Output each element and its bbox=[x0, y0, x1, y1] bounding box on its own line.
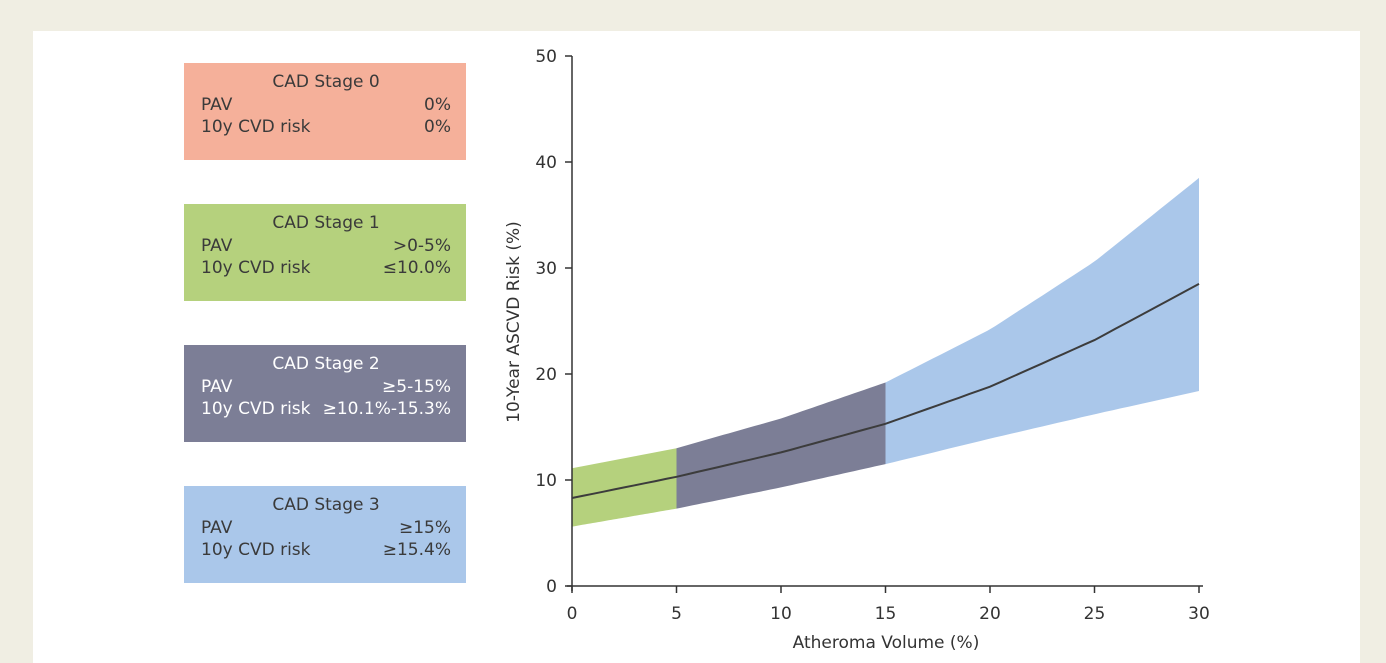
y-tick-label-20: 20 bbox=[535, 365, 557, 385]
stage-1-title: CAD Stage 1 bbox=[272, 213, 380, 233]
stage-1-risk-row: 10y CVD risk ≤10.0% bbox=[201, 257, 451, 279]
stage-0-title: CAD Stage 0 bbox=[272, 72, 380, 92]
stage-0-pav-label: PAV bbox=[201, 95, 233, 115]
stage-2-pav-value: ≥5-15% bbox=[382, 377, 451, 397]
chart-axes: 0 10 20 30 40 50 0 5 10 15 20 25 30 bbox=[535, 47, 1209, 624]
stage-0-risk-row: 10y CVD risk 0% bbox=[201, 116, 451, 138]
confidence-band-1 bbox=[676, 382, 886, 509]
y-tick-label-10: 10 bbox=[535, 471, 557, 491]
stage-2-risk-value: ≥10.1%-15.3% bbox=[322, 399, 451, 419]
stage-0-risk-label: 10y CVD risk bbox=[201, 117, 311, 137]
risk-curve-line bbox=[571, 283, 1200, 499]
x-tick-label-25: 25 bbox=[1084, 604, 1106, 624]
y-axis-label: 10-Year ASCVD Risk (%) bbox=[504, 221, 524, 423]
stage-2-pav-label: PAV bbox=[201, 377, 233, 397]
stage-3-card: CAD Stage 3 PAV ≥15% 10y CVD risk ≥15.4% bbox=[184, 486, 466, 583]
confidence-bands bbox=[572, 177, 1199, 527]
stage-2-pav-row: PAV ≥5-15% bbox=[201, 376, 451, 398]
stage-0-card: CAD Stage 0 PAV 0% 10y CVD risk 0% bbox=[184, 63, 466, 160]
stage-1-pav-row: PAV >0-5% bbox=[201, 235, 451, 257]
y-tick-label-40: 40 bbox=[535, 153, 557, 173]
x-tick-label-10: 10 bbox=[770, 604, 792, 624]
x-tick-label-30: 30 bbox=[1188, 604, 1210, 624]
stage-3-pav-label: PAV bbox=[201, 518, 233, 538]
stage-1-risk-label: 10y CVD risk bbox=[201, 258, 311, 278]
y-tick-label-50: 50 bbox=[535, 47, 557, 67]
stage-1-pav-label: PAV bbox=[201, 236, 233, 256]
stage-0-pav-row: PAV 0% bbox=[201, 94, 451, 116]
confidence-band-2 bbox=[885, 177, 1199, 465]
stage-3-risk-label: 10y CVD risk bbox=[201, 540, 311, 560]
x-tick-label-0: 0 bbox=[567, 604, 578, 624]
stage-0-pav-value: 0% bbox=[424, 95, 451, 115]
stage-3-risk-row: 10y CVD risk ≥15.4% bbox=[201, 539, 451, 561]
y-tick-label-30: 30 bbox=[535, 259, 557, 279]
x-tick-label-5: 5 bbox=[671, 604, 682, 624]
x-tick-label-15: 15 bbox=[875, 604, 897, 624]
stage-2-risk-label: 10y CVD risk bbox=[201, 399, 311, 419]
risk-curve-layer bbox=[571, 283, 1200, 499]
stage-2-title: CAD Stage 2 bbox=[272, 354, 380, 374]
stage-3-pav-value: ≥15% bbox=[398, 518, 451, 538]
stage-1-risk-value: ≤10.0% bbox=[382, 258, 451, 278]
stage-1-card: CAD Stage 1 PAV >0-5% 10y CVD risk ≤10.0… bbox=[184, 204, 466, 301]
stage-2-card: CAD Stage 2 PAV ≥5-15% 10y CVD risk ≥10.… bbox=[184, 345, 466, 442]
stage-2-risk-row: 10y CVD risk ≥10.1%-15.3% bbox=[201, 398, 451, 420]
x-tick-label-20: 20 bbox=[979, 604, 1001, 624]
stage-0-risk-value: 0% bbox=[424, 117, 451, 137]
stage-3-risk-value: ≥15.4% bbox=[382, 540, 451, 560]
stage-1-pav-value: >0-5% bbox=[392, 236, 451, 256]
stage-3-title: CAD Stage 3 bbox=[272, 495, 380, 515]
x-axis-label: Atheroma Volume (%) bbox=[793, 633, 980, 653]
stage-3-pav-row: PAV ≥15% bbox=[201, 517, 451, 539]
y-tick-label-0: 0 bbox=[546, 577, 557, 597]
